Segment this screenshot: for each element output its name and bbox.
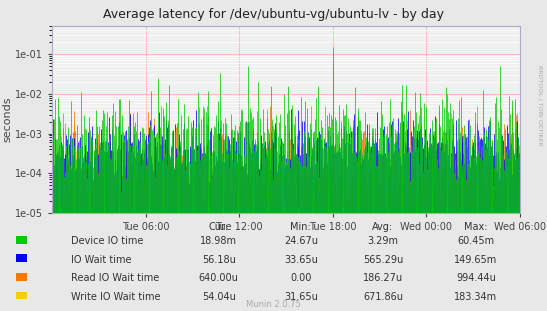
Text: 671.86u: 671.86u [363,292,403,302]
Text: 994.44u: 994.44u [456,273,496,283]
Text: 33.65u: 33.65u [284,255,318,265]
Text: Write IO Wait time: Write IO Wait time [71,292,161,302]
Text: Read IO Wait time: Read IO Wait time [71,273,159,283]
Text: 3.29m: 3.29m [368,236,398,246]
Text: 60.45m: 60.45m [457,236,494,246]
Text: IO Wait time: IO Wait time [71,255,132,265]
Text: 640.00u: 640.00u [199,273,238,283]
Text: Max:: Max: [464,222,487,232]
Text: 18.98m: 18.98m [200,236,237,246]
Text: 186.27u: 186.27u [363,273,403,283]
Y-axis label: seconds: seconds [2,97,12,142]
Text: Cur:: Cur: [209,222,229,232]
Text: 56.18u: 56.18u [202,255,236,265]
Text: 31.65u: 31.65u [284,292,318,302]
Text: 0.00: 0.00 [290,273,312,283]
Text: Min:: Min: [290,222,311,232]
Text: 183.34m: 183.34m [455,292,497,302]
Text: Avg:: Avg: [373,222,393,232]
Text: Average latency for /dev/ubuntu-vg/ubuntu-lv - by day: Average latency for /dev/ubuntu-vg/ubunt… [103,8,444,21]
Text: Device IO time: Device IO time [71,236,143,246]
Text: RRDTOOL / TOBI OETIKER: RRDTOOL / TOBI OETIKER [538,65,543,146]
Text: 24.67u: 24.67u [284,236,318,246]
Text: 54.04u: 54.04u [202,292,236,302]
Text: 149.65m: 149.65m [454,255,498,265]
Text: Munin 2.0.75: Munin 2.0.75 [246,300,301,309]
Text: 565.29u: 565.29u [363,255,403,265]
